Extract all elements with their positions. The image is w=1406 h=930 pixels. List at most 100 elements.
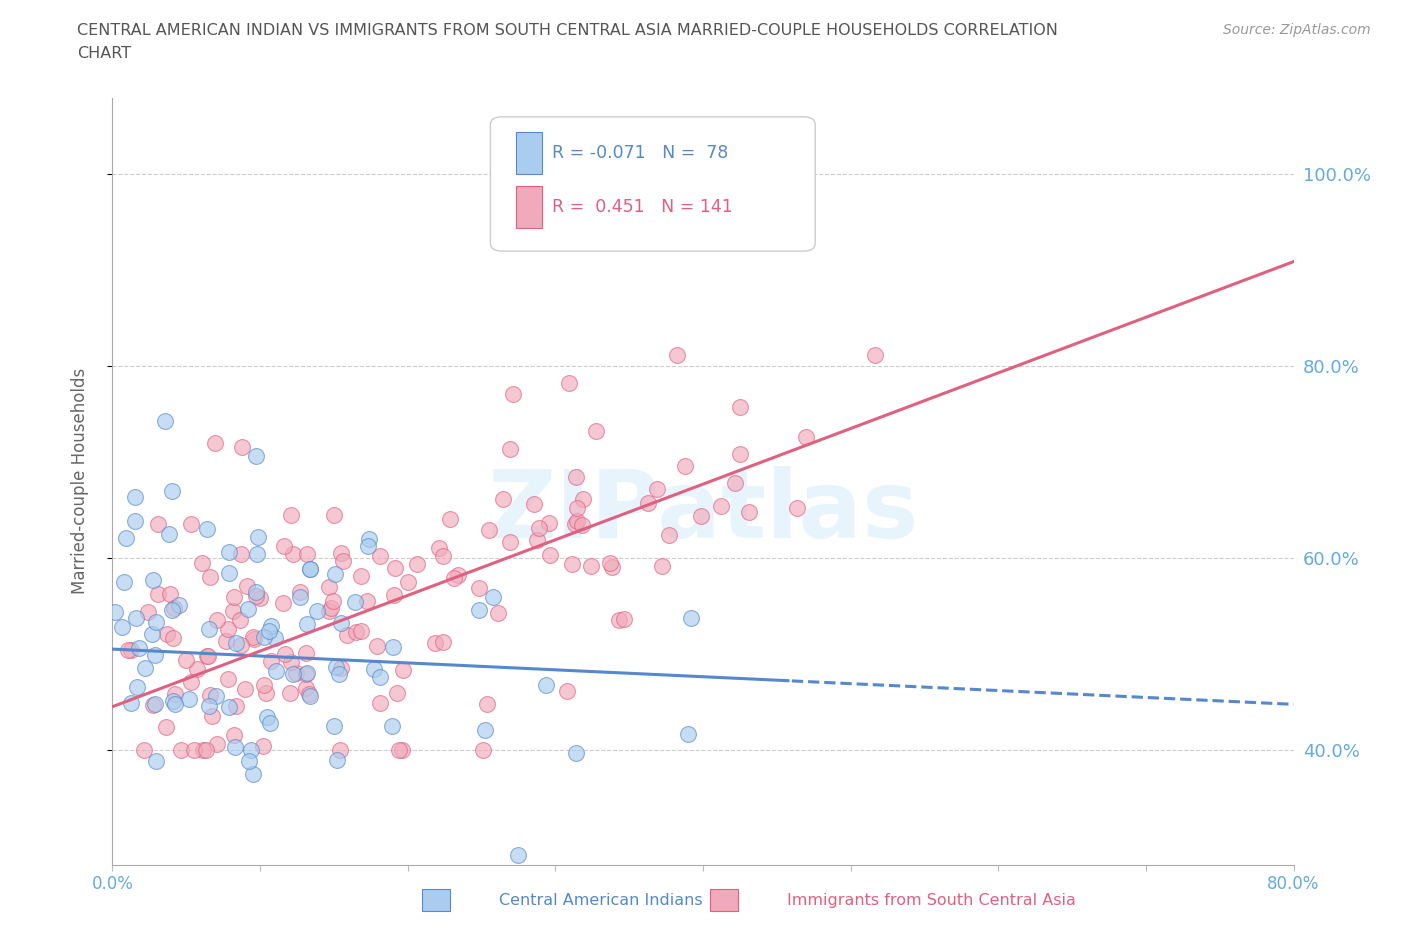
Point [730,446,752,461]
Point [343,595,366,610]
Text: CHART: CHART [77,46,131,61]
Point [253,629,276,644]
Point [271,596,294,611]
Point [163,686,186,701]
Point [326,752,349,767]
Point [281,667,304,682]
Point [359,532,381,547]
FancyBboxPatch shape [491,117,815,251]
Point [673,458,696,473]
Point [218,545,240,560]
Point [299,688,322,703]
Point [290,590,312,604]
Point [645,482,668,497]
Point [527,520,550,535]
Point [474,723,496,737]
Point [679,611,702,626]
Point [502,387,524,402]
Text: ZIPatlas: ZIPatlas [488,466,918,558]
Point [384,560,406,575]
Text: Source: ZipAtlas.com: Source: ZipAtlas.com [1223,23,1371,37]
Text: CENTRAL AMERICAN INDIAN VS IMMIGRANTS FROM SOUTH CENTRAL ASIA MARRIED-COUPLE HOU: CENTRAL AMERICAN INDIAN VS IMMIGRANTS FR… [77,23,1059,38]
Point [156,626,179,641]
Point [322,593,344,608]
Point [191,742,214,757]
Point [246,547,269,562]
Point [186,661,208,676]
Point [571,517,593,532]
Point [738,505,761,520]
Point [350,569,373,584]
Point [332,553,354,568]
Point [256,710,278,724]
Point [183,742,205,757]
Point [381,640,404,655]
Point [637,496,659,511]
Point [392,662,415,677]
Point [180,517,202,532]
Point [665,348,688,363]
Point [297,665,319,680]
Point [142,573,165,588]
Point [136,604,159,619]
Point [162,694,184,709]
Point [125,611,148,626]
Point [294,645,316,660]
Point [572,492,595,507]
Point [264,631,287,645]
Point [254,686,277,701]
Point [508,848,530,863]
Point [391,742,413,757]
Point [242,766,264,781]
Point [145,615,167,630]
Point [492,491,515,506]
Point [238,754,260,769]
Point [128,641,150,656]
Point [482,590,505,604]
Point [600,559,623,574]
Point [157,526,180,541]
Point [201,709,224,724]
Point [125,680,148,695]
Point [561,556,583,571]
Point [676,726,699,741]
Point [142,698,165,712]
Point [195,648,218,663]
Point [298,686,321,701]
Point [273,538,295,553]
Point [260,654,283,669]
Point [477,522,499,537]
Point [197,648,219,663]
Point [198,687,221,702]
Point [564,516,586,531]
Point [231,440,253,455]
Point [222,604,245,618]
Point [198,621,221,636]
Point [427,540,450,555]
Point [229,637,252,652]
Point [236,579,259,594]
Point [180,674,202,689]
Point [689,509,711,524]
Point [145,647,167,662]
Point [368,670,391,684]
Point [299,562,322,577]
Point [245,448,267,463]
Point [179,692,201,707]
Point [363,661,385,676]
Point [526,532,548,547]
Point [523,497,546,512]
Point [609,612,631,627]
Point [233,682,256,697]
Point [195,742,218,757]
Point [658,527,681,542]
Point [236,601,259,616]
Point [134,661,156,676]
Point [242,630,264,644]
Point [336,628,359,643]
Point [218,566,240,581]
Point [396,574,419,589]
Point [786,500,808,515]
Point [585,423,607,438]
Point [143,697,166,711]
